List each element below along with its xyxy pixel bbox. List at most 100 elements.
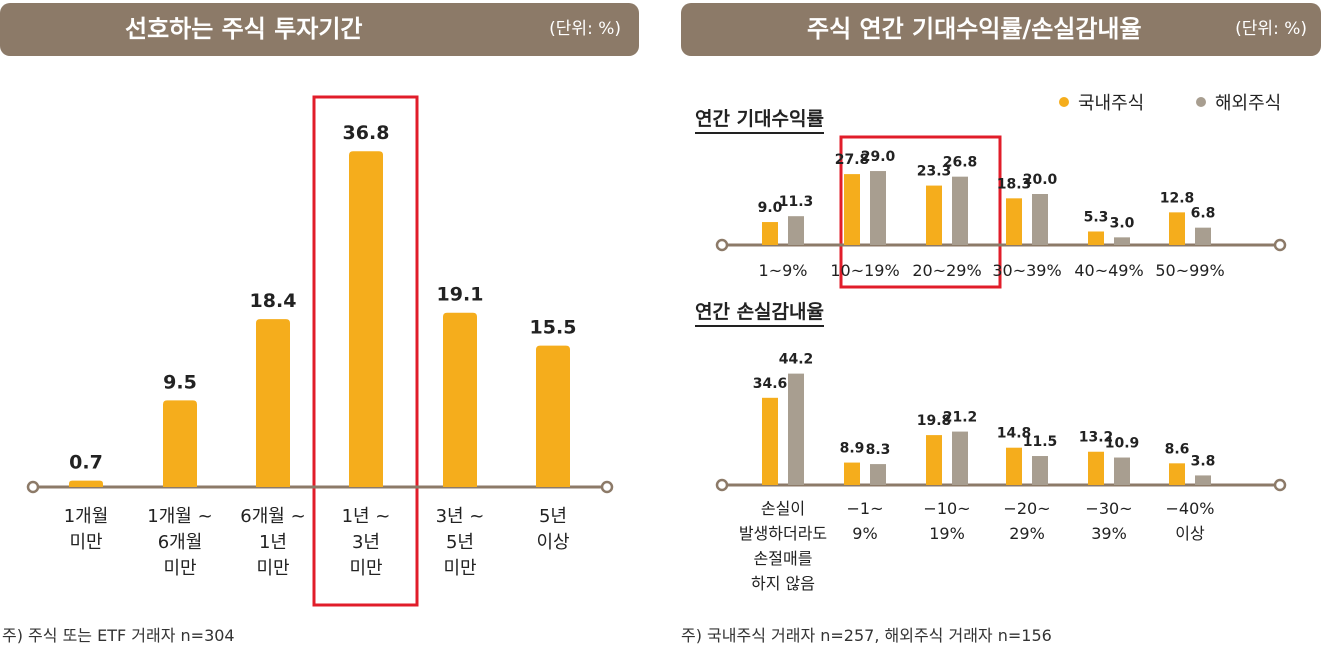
bar-return-overseas-5 xyxy=(1195,227,1211,245)
loss-axis-end-right xyxy=(1273,478,1287,492)
value-label-period-3: 36.8 xyxy=(343,122,390,144)
value-label-loss-overseas-4: 10.9 xyxy=(1105,436,1140,452)
category-label-period-0-line-1: 미만 xyxy=(69,532,102,553)
overseas-legend-label: 해외주식 xyxy=(1215,93,1282,114)
value-label-loss-domestic-4: 13.2 xyxy=(1079,430,1114,446)
value-label-return-overseas-5: 6.8 xyxy=(1191,206,1216,222)
category-label-return-3: 30~39% xyxy=(992,261,1061,280)
return-loss-bar-charts: 9.0 27.8 23.3 18.3 5.3 12.8 11.3 29.0 26.8 20.0 3.… xyxy=(715,135,1287,593)
bar-return-domestic-5 xyxy=(1169,212,1185,245)
value-label-period-4: 19.1 xyxy=(437,284,484,306)
bar-return-domestic-4 xyxy=(1088,231,1104,245)
category-label-period-4-line-0: 3년 ~ xyxy=(436,506,485,527)
category-label-loss-2-line-1: 19% xyxy=(929,524,965,543)
category-label-period-1-line-2: 미만 xyxy=(163,558,196,579)
category-label-period-4-line-2: 미만 xyxy=(443,558,476,579)
category-label-loss-5-line-1: 이상 xyxy=(1175,524,1205,543)
return-axis-end-left xyxy=(715,238,729,252)
left-footnote: 주) 주식 또는 ETF 거래자 n=304 xyxy=(2,626,235,645)
category-label-loss-4-line-1: 39% xyxy=(1091,524,1127,543)
bar-return-domestic-2 xyxy=(926,185,942,245)
right-unit-label: (단위: %) xyxy=(1235,19,1307,39)
bar-loss-overseas-0 xyxy=(788,373,804,485)
category-label-loss-0-line-3: 하지 않음 xyxy=(751,574,815,593)
value-label-return-overseas-4: 3.0 xyxy=(1110,215,1135,231)
bar-period-2 xyxy=(256,319,290,487)
value-label-loss-overseas-1: 8.3 xyxy=(866,442,891,458)
category-label-period-1-line-0: 1개월 ~ xyxy=(147,506,212,527)
category-label-period-2-line-1: 1년 xyxy=(259,532,287,553)
value-label-return-overseas-0: 11.3 xyxy=(779,194,814,210)
domestic-legend-dot xyxy=(1059,97,1069,107)
value-label-loss-overseas-5: 3.8 xyxy=(1191,453,1216,469)
loss-tolerance-subtitle: 연간 손실감내율 xyxy=(695,297,824,327)
highlight-box-1-3-years xyxy=(312,95,419,607)
bar-loss-domestic-2 xyxy=(926,435,942,485)
legend-item-overseas: 해외주식 xyxy=(1196,89,1281,115)
value-label-loss-overseas-3: 11.5 xyxy=(1023,434,1058,450)
value-label-loss-domestic-3: 14.8 xyxy=(997,426,1032,442)
category-label-loss-2-line-0: −10~ xyxy=(923,499,970,518)
value-label-loss-overseas-2: 21.2 xyxy=(943,410,978,426)
category-label-period-3-line-0: 1년 ~ xyxy=(342,506,391,527)
right-header-bar: 주식 연간 기대수익률/손실감내율 (단위: %) xyxy=(681,3,1321,56)
bar-period-1 xyxy=(163,400,197,487)
category-label-loss-0-line-1: 발생하더라도 xyxy=(739,524,827,543)
right-chart-title: 주식 연간 기대수익률/손실감내율 xyxy=(807,15,1142,43)
bar-period-3 xyxy=(349,151,383,487)
bar-return-overseas-1 xyxy=(870,171,886,245)
value-label-loss-domestic-5: 8.6 xyxy=(1165,441,1190,457)
bar-loss-overseas-5 xyxy=(1195,475,1211,485)
category-label-return-4: 40~49% xyxy=(1074,261,1143,280)
category-label-loss-1-line-1: 9% xyxy=(852,524,877,543)
value-label-return-domestic-5: 12.8 xyxy=(1160,190,1195,206)
bar-loss-domestic-5 xyxy=(1169,463,1185,485)
bar-period-0 xyxy=(69,480,103,487)
left-header-bar: 선호하는 주식 투자기간 (단위: %) xyxy=(0,3,639,56)
bar-loss-domestic-4 xyxy=(1088,451,1104,485)
category-label-period-0-line-0: 1개월 xyxy=(64,506,109,527)
category-label-period-3-line-1: 3년 xyxy=(352,532,380,553)
right-footnote: 주) 국내주식 거래자 n=257, 해외주식 거래자 n=156 xyxy=(681,626,1052,645)
category-label-period-5-line-1: 이상 xyxy=(536,532,569,553)
category-label-loss-1-line-0: −1~ xyxy=(847,499,884,518)
return-axis-end-right xyxy=(1273,238,1287,252)
category-label-return-1: 10~19% xyxy=(830,261,899,280)
period-axis-end-left xyxy=(26,480,40,494)
value-label-period-2: 18.4 xyxy=(250,290,297,312)
highlight-box-10-29-percent xyxy=(839,135,1002,289)
category-label-period-2-line-2: 미만 xyxy=(256,558,289,579)
loss-axis-end-left xyxy=(715,478,729,492)
bar-return-domestic-0 xyxy=(762,222,778,245)
value-label-return-domestic-0: 9.0 xyxy=(758,200,783,216)
category-label-period-4-line-1: 5년 xyxy=(446,532,474,553)
legend-item-domestic: 국내주식 xyxy=(1059,89,1144,115)
bar-return-domestic-3 xyxy=(1006,198,1022,245)
category-label-return-5: 50~99% xyxy=(1155,261,1224,280)
bar-loss-overseas-2 xyxy=(952,431,968,485)
bar-loss-overseas-4 xyxy=(1114,457,1130,485)
left-panel: 선호하는 주식 투자기간 (단위: %) 0.7 1개월 미만 9.5 1개월 ~ 6개월… xyxy=(0,0,640,656)
bar-return-overseas-4 xyxy=(1114,237,1130,245)
bar-period-5 xyxy=(536,345,570,487)
right-panel: 주식 연간 기대수익률/손실감내율 (단위: %) 국내주식 해외주식 연간 기… xyxy=(681,0,1321,656)
period-axis-end-right xyxy=(600,480,614,494)
left-chart-title: 선호하는 주식 투자기간 xyxy=(125,15,363,43)
category-label-loss-3-line-1: 29% xyxy=(1009,524,1045,543)
category-label-loss-0-line-2: 손절매를 xyxy=(754,549,813,568)
value-label-return-overseas-1: 29.0 xyxy=(861,149,896,165)
category-label-period-3-line-2: 미만 xyxy=(349,558,382,579)
value-label-loss-domestic-1: 8.9 xyxy=(840,441,865,457)
expected-return-subtitle: 연간 기대수익률 xyxy=(695,104,824,134)
category-label-period-1-line-1: 6개월 xyxy=(158,532,203,553)
value-label-loss-domestic-2: 19.8 xyxy=(917,413,952,429)
value-label-return-domestic-1: 27.8 xyxy=(835,152,870,168)
bar-loss-overseas-3 xyxy=(1032,456,1048,485)
value-label-return-domestic-4: 5.3 xyxy=(1084,209,1109,225)
value-label-loss-overseas-0: 44.2 xyxy=(779,352,814,368)
bar-loss-overseas-1 xyxy=(870,464,886,485)
value-label-return-overseas-3: 20.0 xyxy=(1023,172,1058,188)
value-label-return-domestic-2: 23.3 xyxy=(917,164,952,180)
bar-loss-domestic-0 xyxy=(762,397,778,485)
